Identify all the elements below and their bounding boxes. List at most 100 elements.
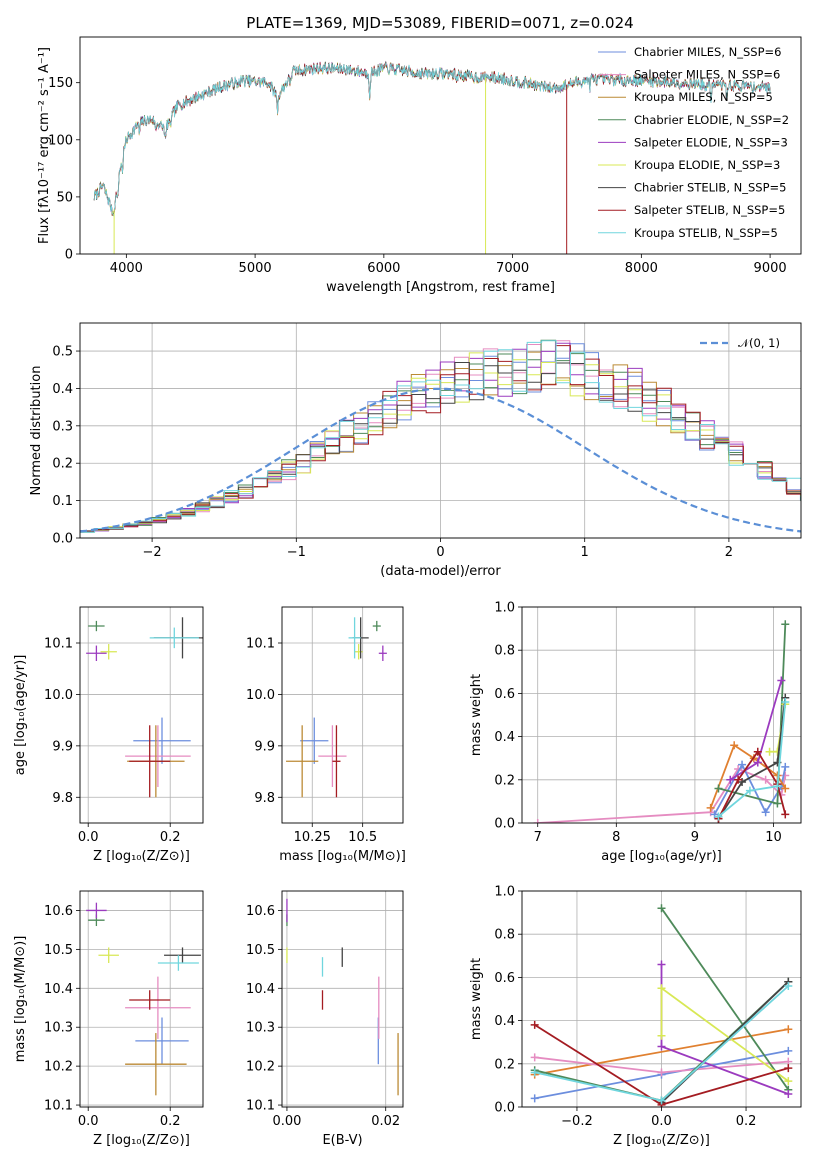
legend-label: Kroupa ELODIE, N_SSP=3 bbox=[634, 158, 780, 172]
weight-marker bbox=[784, 1090, 793, 1099]
axes-frame bbox=[281, 890, 404, 1108]
y-axis-label: mass weight bbox=[469, 958, 484, 1040]
weight-marker bbox=[773, 799, 782, 808]
y-tick-label: 0.6 bbox=[494, 971, 515, 986]
y-tick-label: 9.8 bbox=[52, 791, 73, 806]
weight-marker bbox=[726, 775, 735, 784]
legend-label: Salpeter STELIB, N_SSP=5 bbox=[634, 203, 785, 217]
y-tick-label: 0.8 bbox=[494, 928, 515, 943]
y-tick-label: 10.4 bbox=[246, 982, 275, 997]
x-axis-label: E(B-V) bbox=[322, 1133, 362, 1148]
weight-marker bbox=[657, 1031, 666, 1040]
weight-marker bbox=[530, 1068, 539, 1077]
weight-marker bbox=[657, 1068, 666, 1077]
panel-age_vs_mass: 10.25 10.5 9.8 9.9 10.0 10.1 mass [log₁₀(M/M⊙)… bbox=[246, 606, 406, 864]
legend-label: Salpeter ELODIE, N_SSP=3 bbox=[634, 135, 788, 149]
x-tick-label: −0.2 bbox=[561, 1114, 593, 1129]
axes-frame bbox=[79, 890, 204, 1108]
panel-mass_vs_Z: 0.0 0.2 10.1 10.2 10.3 10.4 10.5 10.6 Z [log₁₀(Z… bbox=[13, 890, 204, 1148]
y-tick-label: 150 bbox=[48, 76, 73, 91]
histogram-chabrier_miles bbox=[80, 343, 801, 532]
x-axis-label: age [log₁₀(age/yr)] bbox=[601, 849, 722, 864]
x-tick-label: 7 bbox=[534, 830, 542, 845]
y-axis-label: age [log₁₀(age/yr)] bbox=[13, 655, 28, 776]
panel-age_vs_Z: 0.0 0.2 9.8 9.9 10.0 10.1 Z [log₁₀(Z/Z⊙)] age [… bbox=[13, 606, 204, 864]
x-tick-label: 10.5 bbox=[348, 830, 377, 845]
weight-line-salpeter_elodie bbox=[660, 964, 789, 1095]
weight-line-chabrier_stelib bbox=[717, 697, 787, 820]
legend-label: 𝒩(0, 1) bbox=[738, 336, 780, 350]
weight-line-kroupa_stelib bbox=[717, 701, 787, 818]
y-tick-label: 0.1 bbox=[52, 494, 73, 509]
weight-marker bbox=[781, 698, 790, 707]
plot-area bbox=[530, 904, 793, 1107]
axes-frame bbox=[281, 606, 404, 824]
y-tick-label: 10.0 bbox=[246, 688, 275, 703]
weight-marker bbox=[706, 803, 715, 812]
weight-marker bbox=[657, 984, 666, 993]
legend-label: Kroupa STELIB, N_SSP=5 bbox=[634, 226, 778, 240]
weight-marker bbox=[745, 786, 754, 795]
axes-frame bbox=[521, 606, 802, 824]
y-tick-label: 10.1 bbox=[246, 637, 275, 652]
weight-marker bbox=[657, 1042, 666, 1051]
panel-mass_vs_ebv: 0.00 0.02 10.1 10.2 10.3 10.4 10.5 10.6 E(B-V) bbox=[246, 890, 404, 1148]
x-axis-label: mass [log₁₀(M/M⊙)] bbox=[279, 849, 406, 864]
x-tick-label: 5000 bbox=[239, 261, 272, 276]
y-tick-label: 0.4 bbox=[494, 1014, 515, 1029]
figure-title: PLATE=1369, MJD=53089, FIBERID=0071, z=0… bbox=[246, 14, 633, 32]
histogram-salpeter_elodie bbox=[80, 342, 801, 532]
weight-marker bbox=[714, 784, 723, 793]
x-axis-label: Z [log₁₀(Z/Z⊙)] bbox=[613, 1133, 710, 1148]
plot-area bbox=[86, 617, 203, 798]
y-tick-label: 9.9 bbox=[254, 739, 275, 754]
x-tick-label: 10.25 bbox=[294, 830, 331, 845]
x-axis-label: Z [log₁₀(Z/Z⊙)] bbox=[93, 1133, 190, 1148]
axes-frame bbox=[79, 606, 204, 824]
weight-marker bbox=[765, 747, 774, 756]
y-tick-label: 10.2 bbox=[246, 1060, 275, 1075]
weight-marker bbox=[730, 741, 739, 750]
y-tick-label: 10.6 bbox=[246, 904, 275, 919]
x-axis-label: (data-model)/error bbox=[380, 564, 501, 579]
y-tick-label: 50 bbox=[56, 190, 73, 205]
y-tick-label: 0.2 bbox=[52, 457, 73, 472]
axes-frame bbox=[79, 36, 802, 255]
axes-frame bbox=[521, 890, 802, 1108]
legend-label: Chabrier MILES, N_SSP=6 bbox=[634, 45, 781, 59]
x-tick-label: 0.0 bbox=[78, 830, 99, 845]
y-tick-label: 9.9 bbox=[52, 739, 73, 754]
x-tick-label: 9000 bbox=[754, 261, 787, 276]
y-tick-label: 0 bbox=[65, 248, 73, 263]
weight-marker bbox=[657, 904, 666, 913]
plot-area bbox=[93, 60, 771, 254]
y-tick-label: 9.8 bbox=[254, 791, 275, 806]
y-axis-label: Normed distribution bbox=[29, 366, 44, 496]
weight-marker bbox=[753, 758, 762, 767]
x-tick-label: 6000 bbox=[367, 261, 400, 276]
plot-area bbox=[80, 339, 801, 533]
legend-label: Kroupa MILES, N_SSP=5 bbox=[634, 90, 773, 104]
x-axis-label: wavelength [Angstrom, rest frame] bbox=[326, 280, 555, 295]
y-axis-label: Flux [fλ10⁻¹⁷ erg cm⁻² s⁻¹ A⁻¹] bbox=[37, 47, 52, 244]
weight-marker bbox=[784, 1077, 793, 1086]
weight-marker bbox=[761, 775, 770, 784]
y-tick-label: 0.2 bbox=[494, 773, 515, 788]
weight-marker bbox=[657, 1096, 666, 1105]
weight-marker bbox=[777, 676, 786, 685]
y-tick-label: 10.4 bbox=[44, 982, 73, 997]
weight-marker bbox=[738, 760, 747, 769]
histogram-kroupa_stelib bbox=[80, 340, 801, 533]
y-tick-label: 0.6 bbox=[494, 687, 515, 702]
x-tick-label: 8 bbox=[612, 830, 620, 845]
y-tick-label: 10.6 bbox=[44, 904, 73, 919]
y-tick-label: 0.0 bbox=[494, 817, 515, 832]
y-tick-label: 0.3 bbox=[52, 419, 73, 434]
weight-marker bbox=[530, 1094, 539, 1103]
histogram-chabrier_elodie bbox=[80, 339, 801, 533]
y-tick-label: 0.0 bbox=[52, 532, 73, 547]
y-tick-label: 10.5 bbox=[246, 943, 275, 958]
histogram-chabrier_stelib bbox=[80, 362, 801, 532]
weight-line-chabrier_elodie bbox=[660, 907, 790, 1091]
